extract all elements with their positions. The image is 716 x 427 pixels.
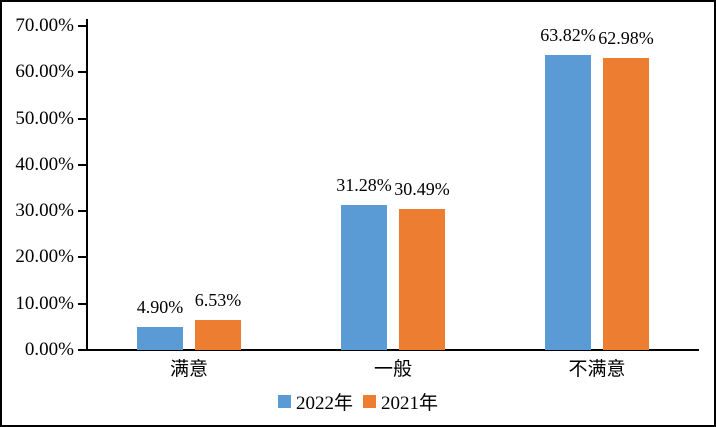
y-axis-line [86,19,88,351]
legend-swatch [363,395,376,408]
y-tick-label: 40.00% [15,153,74,175]
bar-value-label: 30.49% [394,178,450,199]
bar [399,208,445,350]
category-label: 一般 [373,359,412,380]
y-tick-label: 10.00% [15,292,74,314]
y-tick-label: 0.00% [24,339,74,360]
y-tick-mark [78,210,87,213]
x-axis-line [87,349,699,351]
y-tick-mark [78,302,87,305]
legend-item: 2021年 [363,388,438,415]
y-tick-label: 20.00% [15,246,74,268]
legend-item: 2022年 [277,388,353,415]
bar-value-label: 4.90% [136,297,184,318]
bar [341,205,387,350]
y-tick-label: 60.00% [15,61,74,83]
y-tick-label: 70.00% [15,15,74,36]
y-tick-mark [78,256,87,259]
bar-value-label: 6.53% [194,289,242,310]
legend-label: 2022年 [295,393,353,414]
bar-value-label: 31.28% [336,175,392,196]
category-label: 不满意 [568,359,626,380]
bar-value-label: 62.98% [598,28,654,49]
y-tick-mark [78,349,87,351]
legend: 2022年 2021年 [2,388,714,415]
y-tick-label: 30.00% [15,200,74,222]
category-label: 满意 [169,359,208,380]
bar [137,327,183,350]
bar-value-label: 63.82% [540,24,596,45]
bar [195,319,241,350]
y-tick-mark [78,71,87,74]
bar [603,58,649,350]
y-tick-mark [78,163,87,166]
legend-swatch [277,395,291,408]
bar [545,54,591,350]
y-tick-label: 50.00% [15,107,74,129]
y-tick-mark [78,25,87,27]
legend-label: 2021年 [381,393,439,414]
y-tick-mark [78,117,87,120]
